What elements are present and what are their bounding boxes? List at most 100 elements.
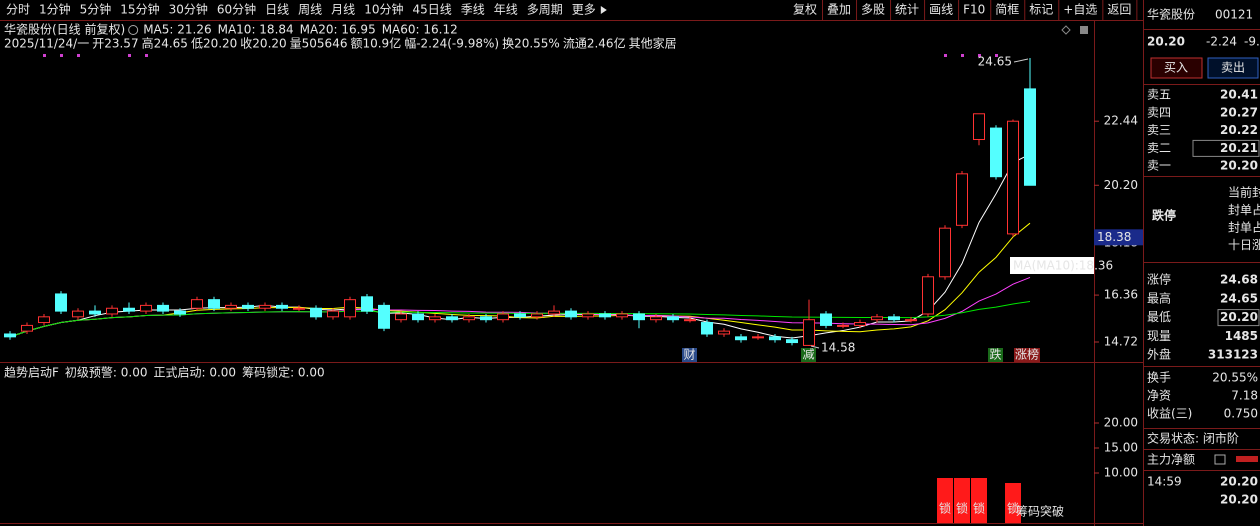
tick-price: 20.20	[1220, 475, 1258, 489]
tool-button[interactable]: 标记	[1029, 3, 1053, 17]
candle-body	[361, 296, 373, 312]
event-marker-box	[1014, 348, 1040, 362]
info-text: 初级预警: 0.00	[65, 365, 148, 380]
tool-button[interactable]: F10	[963, 3, 985, 17]
info-text: MA10: 18.84	[218, 23, 294, 37]
candle-body	[956, 173, 968, 226]
signal-dot	[77, 54, 80, 57]
candle-body	[191, 299, 203, 309]
candle-body	[973, 113, 985, 141]
info-text: 幅-2.24(-9.98%)	[404, 36, 499, 51]
candle-body	[718, 330, 730, 335]
candle-body	[735, 336, 747, 341]
settings-icon[interactable]	[128, 25, 139, 35]
period-tab[interactable]: 5分钟	[80, 2, 112, 17]
signal-dot	[961, 54, 964, 57]
info-text: 2025/11/24/一	[4, 37, 89, 51]
stat-value: 20.20	[1220, 310, 1258, 324]
period-tab[interactable]: 周线	[298, 3, 322, 17]
period-tab[interactable]: 分时	[6, 3, 30, 17]
period-tab[interactable]: 60分钟	[217, 2, 256, 17]
candle-body	[412, 313, 424, 321]
candle-body	[531, 313, 543, 318]
sell-button-box[interactable]	[1207, 57, 1259, 79]
info-text: 华瓷股份(日线 前复权)	[4, 22, 125, 37]
candle-body	[208, 299, 220, 309]
limit-note: 当前封	[1228, 185, 1260, 200]
ask-value: 20.20	[1220, 159, 1258, 173]
candle-body	[599, 313, 611, 318]
signal-dot	[944, 54, 947, 57]
candle-body	[429, 316, 441, 321]
more-arrow	[600, 6, 607, 14]
ask-value: 20.21	[1220, 141, 1258, 155]
info-text: 量505646	[290, 37, 348, 51]
period-tab[interactable]: 月线	[331, 3, 355, 17]
event-marker-box	[682, 348, 697, 362]
y-tick-label: 14.72	[1104, 334, 1138, 348]
corner-icon[interactable]	[1080, 26, 1088, 34]
sell-button[interactable]: 卖出	[1221, 61, 1245, 75]
candle-body	[752, 336, 764, 339]
period-tab[interactable]: 15分钟	[120, 2, 159, 17]
tool-button[interactable]: 统计	[895, 3, 919, 17]
low-label: 14.58	[821, 340, 855, 354]
stat-label: 最低	[1147, 310, 1171, 324]
period-tab[interactable]: 45日线	[412, 3, 451, 17]
period-tab[interactable]: 季线	[461, 3, 485, 17]
ask-value: 20.41	[1220, 88, 1258, 102]
tool-button[interactable]: 复权	[793, 3, 817, 17]
limit-note: 十日涨	[1228, 237, 1260, 252]
bar	[971, 478, 987, 523]
finance-label: 收益(三)	[1147, 407, 1192, 421]
corner-icon[interactable]	[1061, 25, 1071, 35]
candle-body	[446, 316, 458, 321]
main-net-icon[interactable]	[1214, 454, 1226, 465]
candle-body	[293, 307, 305, 310]
limit-note: 封单占	[1228, 202, 1260, 217]
event-marker: 减	[802, 348, 814, 362]
candle-body	[225, 304, 237, 309]
candle-body	[905, 319, 917, 322]
info-text: 高24.65	[142, 36, 188, 51]
info-text: 正式启动: 0.00	[153, 366, 236, 380]
period-tab[interactable]: 10分钟	[364, 2, 403, 17]
buy-button-box[interactable]	[1150, 57, 1203, 79]
candle-body	[55, 293, 67, 312]
candle-body	[157, 304, 169, 312]
tool-button[interactable]: 叠加	[827, 3, 851, 17]
info-text: 收20.20	[240, 37, 286, 51]
candle-body	[276, 304, 288, 309]
stat-value: 24.68	[1220, 273, 1258, 287]
buy-button[interactable]: 买入	[1164, 61, 1188, 75]
tool-button[interactable]: 返回	[1107, 3, 1131, 17]
bar-label: 锁	[956, 501, 968, 516]
candle-body	[344, 299, 356, 318]
tool-button[interactable]: 多股	[861, 3, 885, 17]
candle-body	[378, 304, 390, 329]
tool-button[interactable]: 简框	[995, 3, 1019, 17]
candle-body	[21, 324, 33, 332]
period-tab[interactable]: 更多	[572, 3, 596, 17]
info-text: 额10.9亿	[350, 36, 401, 51]
indicator-annotation: 筹码突破	[1016, 504, 1064, 519]
candle-body	[463, 316, 475, 321]
candle-body	[480, 316, 492, 321]
candle-body	[650, 316, 662, 321]
period-tab[interactable]: 30分钟	[169, 2, 208, 17]
period-tab[interactable]: 年线	[494, 3, 518, 17]
candle-body	[565, 310, 577, 318]
main-net: 主力净额	[1147, 453, 1195, 467]
period-tab[interactable]: 日线	[265, 3, 289, 17]
tool-button[interactable]: 画线	[929, 3, 953, 17]
candle-body	[174, 310, 186, 315]
candle-body	[38, 316, 50, 324]
change: -2.24	[1206, 35, 1237, 49]
period-tab[interactable]: 1分钟	[39, 2, 71, 17]
candle-body	[820, 313, 832, 326]
period-tab[interactable]: 多周期	[527, 3, 563, 17]
price-marker: 18.38	[1097, 230, 1131, 244]
tool-button[interactable]: +自选	[1063, 3, 1097, 17]
limit-status: 跌停	[1152, 208, 1176, 223]
